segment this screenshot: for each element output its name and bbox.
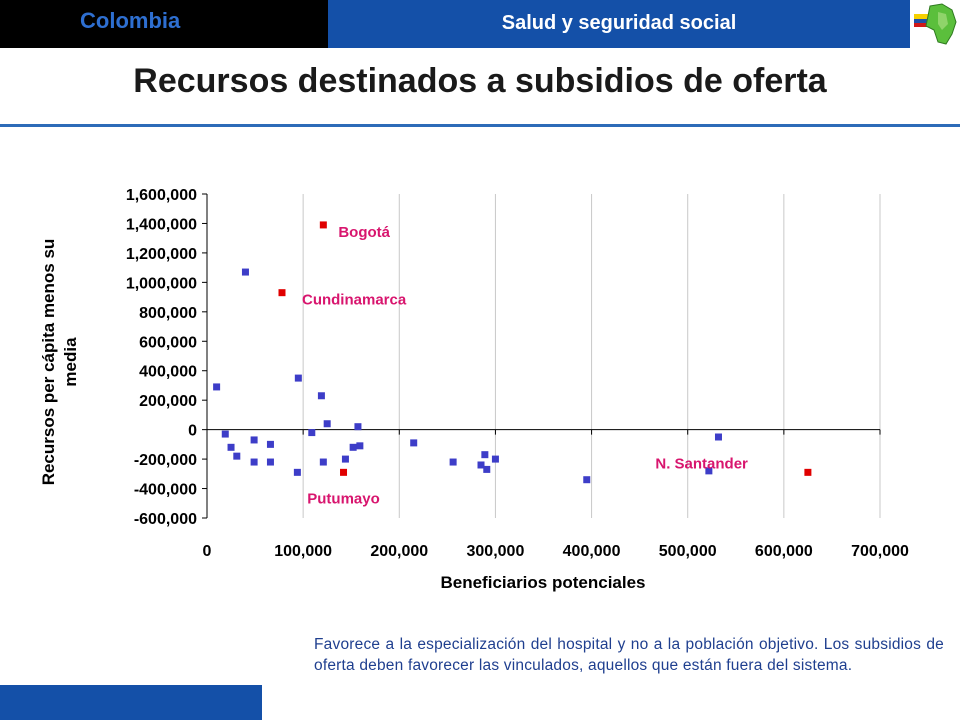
data-point <box>483 465 491 473</box>
data-point <box>317 392 325 400</box>
y-tick-label: 1,600,000 <box>126 187 197 204</box>
scatter-chart: 1,600,000 1,400,000 1,200,000 1,000,000 800,… <box>0 140 960 610</box>
data-point <box>213 383 221 391</box>
y-tick-label: 200,000 <box>139 393 197 410</box>
page-title: Recursos destinados a subsidios de ofert… <box>133 62 827 100</box>
footer-accent-bar <box>0 685 262 720</box>
y-tick-label: 600,000 <box>139 334 197 351</box>
data-point <box>233 452 241 460</box>
header-country-bar: Colombia <box>0 0 328 48</box>
x-axis-title: Beneficiarios potenciales <box>440 573 645 592</box>
highlight-point <box>319 221 327 229</box>
point-annotation: Bogotá <box>338 224 390 241</box>
data-point <box>354 423 362 431</box>
data-point <box>266 458 274 466</box>
x-tick-label: 600,000 <box>755 543 813 560</box>
data-point <box>323 420 331 428</box>
highlight-point <box>278 289 286 297</box>
x-tick-label: 500,000 <box>659 543 717 560</box>
data-point <box>491 455 499 463</box>
header-section-bar: Salud y seguridad social <box>328 0 910 48</box>
data-point <box>227 443 235 451</box>
x-tick-label: 200,000 <box>370 543 428 560</box>
point-annotation: Cundinamarca <box>302 292 407 309</box>
data-point <box>349 443 357 451</box>
y-tick-label: 1,400,000 <box>126 216 197 233</box>
country-name: Colombia <box>80 8 181 33</box>
map-flag-icon <box>914 3 957 45</box>
data-point <box>241 268 249 276</box>
y-axis-title: Recursos per cápita menos su media <box>39 239 80 486</box>
y-tick-label: 1,000,000 <box>126 275 197 292</box>
data-point <box>356 442 364 450</box>
section-title: Salud y seguridad social <box>501 12 737 34</box>
y-tick-label: 800,000 <box>139 305 197 322</box>
data-point <box>294 374 302 382</box>
y-tick-label: 400,000 <box>139 364 197 381</box>
data-point <box>250 458 258 466</box>
data-point <box>221 430 229 438</box>
x-tick-label: 100,000 <box>274 543 332 560</box>
data-point <box>583 476 591 484</box>
data-point <box>449 458 457 466</box>
x-tick-label: 0 <box>203 543 212 560</box>
data-point <box>705 467 713 475</box>
x-tick-label: 400,000 <box>563 543 621 560</box>
y-tick-label: -400,000 <box>134 482 197 499</box>
data-point <box>250 436 258 444</box>
point-annotation: Putumayo <box>307 490 380 507</box>
x-tick-label: 700,000 <box>851 543 909 560</box>
y-tick-label: 1,200,000 <box>126 246 197 263</box>
data-point <box>308 429 316 437</box>
data-point <box>477 461 485 469</box>
highlight-point <box>340 468 348 476</box>
title-divider <box>0 124 960 127</box>
y-tick-label: -200,000 <box>134 452 197 469</box>
caption-text: Favorece a la especialización del hospit… <box>314 636 944 674</box>
data-point <box>410 439 418 447</box>
data-point <box>266 440 274 448</box>
data-point <box>319 458 327 466</box>
point-annotation: N. Santander <box>655 455 748 472</box>
data-point <box>293 468 301 476</box>
highlight-point <box>804 468 812 476</box>
data-point <box>714 433 722 441</box>
x-tick-label: 300,000 <box>467 543 525 560</box>
colombia-map-logo <box>912 0 960 48</box>
data-point <box>341 455 349 463</box>
y-tick-label: -600,000 <box>134 511 197 528</box>
scatter-plot-svg: 1,600,000 1,400,000 1,200,000 1,000,000 800,… <box>39 187 909 592</box>
y-tick-label: 0 <box>188 423 197 440</box>
data-point <box>481 451 489 459</box>
